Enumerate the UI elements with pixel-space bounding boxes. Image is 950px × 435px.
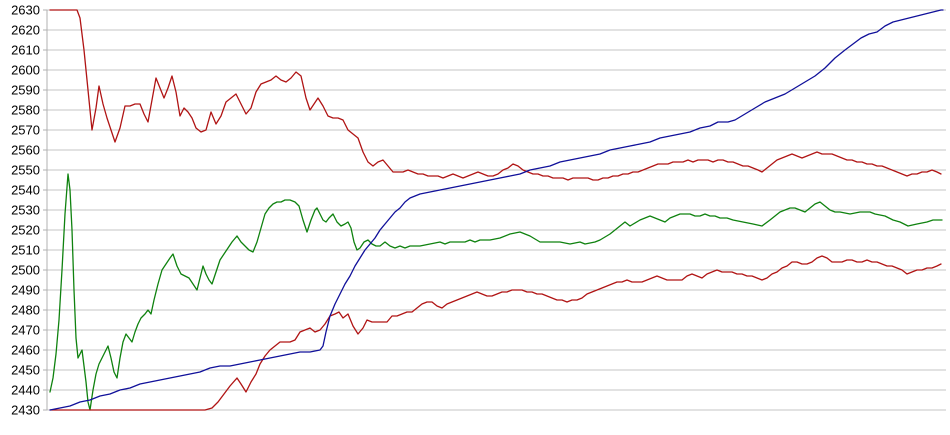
y-axis-tick-label: 2460 — [11, 343, 40, 358]
series-red-upper — [49, 9, 942, 181]
y-axis-tick-label: 2580 — [11, 103, 40, 118]
y-axis-tick-label: 2440 — [11, 383, 40, 398]
y-axis-tick-label: 2500 — [11, 263, 40, 278]
y-axis-tick-label: 2470 — [11, 323, 40, 338]
y-axis-tick-label: 2550 — [11, 163, 40, 178]
y-axis-tick-label: 2480 — [11, 303, 40, 318]
y-axis-tick-label: 2430 — [11, 403, 40, 418]
y-axis-tick-label: 2590 — [11, 83, 40, 98]
y-axis-tick-label: 2600 — [11, 63, 40, 78]
y-axis-tick-label: 2540 — [11, 183, 40, 198]
y-axis-tick-label: 2530 — [11, 203, 40, 218]
y-axis-tick-label: 2450 — [11, 363, 40, 378]
y-axis-tick-label: 2620 — [11, 23, 40, 38]
y-axis-tick-label: 2520 — [11, 223, 40, 238]
series-green — [49, 173, 943, 411]
y-axis-tick-label: 2610 — [11, 43, 40, 58]
series-blue — [49, 9, 944, 411]
y-axis-tick-label: 2630 — [11, 3, 40, 18]
series-red-lower — [49, 255, 942, 411]
y-axis-tick-label: 2490 — [11, 283, 40, 298]
y-axis-tick-label: 2560 — [11, 143, 40, 158]
y-axis-tick-label: 2570 — [11, 123, 40, 138]
y-axis-tick-label: 2510 — [11, 243, 40, 258]
